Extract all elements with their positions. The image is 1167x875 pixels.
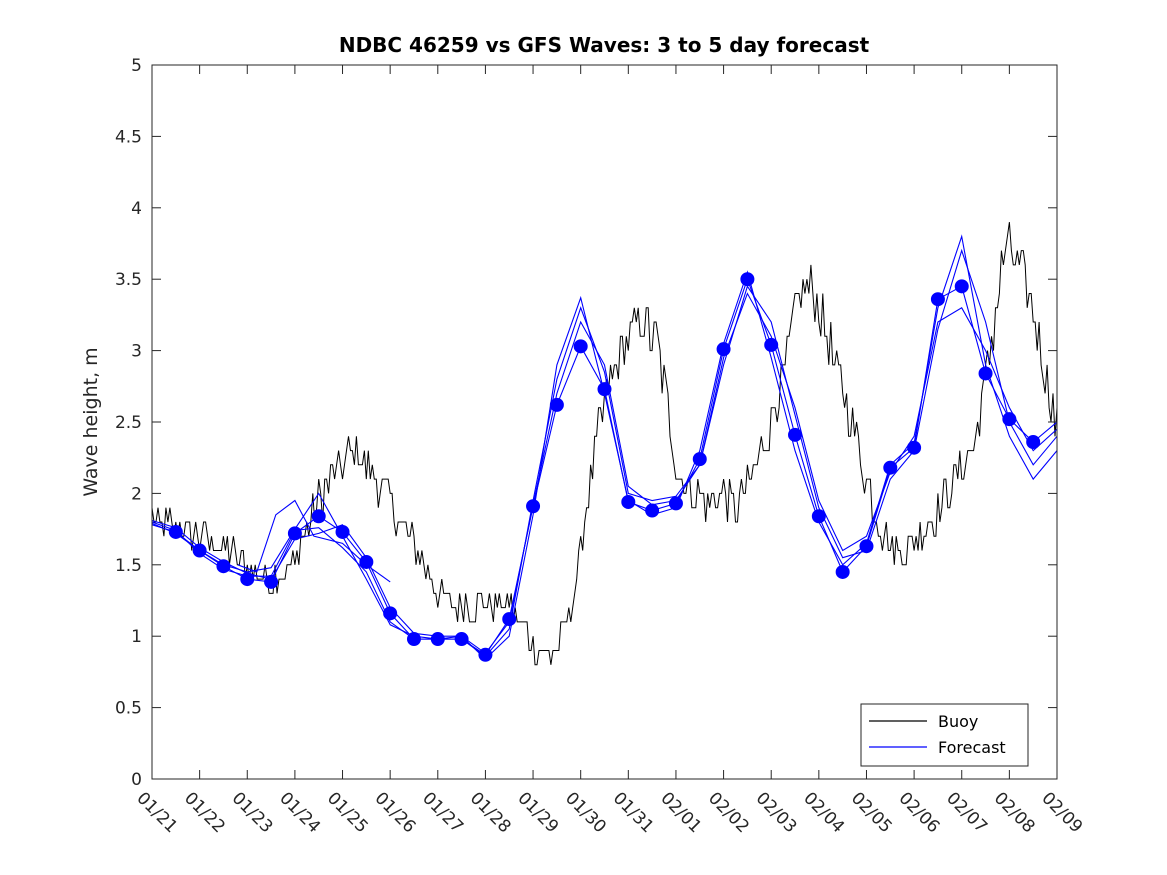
forecast-marker bbox=[788, 427, 803, 442]
forecast-marker bbox=[478, 647, 493, 662]
forecast-marker bbox=[430, 632, 445, 647]
forecast-marker bbox=[264, 574, 279, 589]
forecast-marker bbox=[764, 337, 779, 352]
legend-label-forecast: Forecast bbox=[938, 738, 1006, 757]
forecast-marker bbox=[883, 460, 898, 475]
forecast-marker bbox=[716, 342, 731, 357]
forecast-marker bbox=[645, 503, 660, 518]
forecast-marker bbox=[406, 632, 421, 647]
legend-label-buoy: Buoy bbox=[938, 712, 978, 731]
y-axis-label: Wave height, m bbox=[80, 347, 102, 496]
forecast-marker bbox=[835, 564, 850, 579]
plot-area bbox=[152, 222, 1057, 666]
y-tick-label: 0 bbox=[131, 770, 142, 790]
legend-box bbox=[860, 703, 1029, 767]
forecast-marker bbox=[1026, 434, 1041, 449]
forecast-marker bbox=[216, 559, 231, 574]
forecast-marker bbox=[621, 494, 636, 509]
forecast-marker bbox=[383, 606, 398, 621]
series-group bbox=[152, 222, 1057, 666]
forecast-marker bbox=[192, 543, 207, 558]
forecast-marker bbox=[668, 496, 683, 511]
forecast-marker bbox=[359, 554, 374, 569]
y-tick-label: 1.5 bbox=[115, 556, 142, 576]
forecast-marker bbox=[287, 526, 302, 541]
y-tick-label: 2 bbox=[131, 484, 142, 504]
forecast-marker bbox=[502, 612, 517, 627]
forecast-marker bbox=[573, 339, 588, 354]
y-tick-label: 4 bbox=[131, 199, 142, 219]
forecast-marker bbox=[859, 539, 874, 554]
y-tick-label: 5 bbox=[131, 56, 142, 76]
forecast-marker bbox=[240, 572, 255, 587]
forecast-marker bbox=[954, 279, 969, 294]
forecast-marker bbox=[811, 509, 826, 524]
y-tick-label: 3.5 bbox=[115, 270, 142, 290]
forecast-marker bbox=[311, 509, 326, 524]
legend: Buoy Forecast bbox=[860, 703, 1029, 767]
forecast-marker bbox=[335, 524, 350, 539]
forecast-marker bbox=[930, 292, 945, 307]
forecast-marker bbox=[526, 499, 541, 514]
forecast-marker bbox=[168, 524, 183, 539]
forecast-line-4 bbox=[152, 292, 1057, 655]
forecast-marker bbox=[907, 440, 922, 455]
y-tick-label: 4.5 bbox=[115, 127, 142, 147]
forecast-marker bbox=[978, 366, 993, 381]
forecast-marker bbox=[692, 452, 707, 467]
forecast-marker bbox=[740, 272, 755, 287]
y-tick-label: 0.5 bbox=[115, 699, 142, 719]
forecast-marker bbox=[597, 382, 612, 397]
forecast-marker bbox=[549, 397, 564, 412]
forecast-marker bbox=[454, 632, 469, 647]
y-tick-label: 3 bbox=[131, 342, 142, 362]
y-tick-label: 2.5 bbox=[115, 413, 142, 433]
chart-title: NDBC 46259 vs GFS Waves: 3 to 5 day fore… bbox=[339, 33, 870, 57]
forecast-marker bbox=[1002, 412, 1017, 427]
forecast-line-2 bbox=[152, 248, 1057, 657]
y-tick-label: 1 bbox=[131, 627, 142, 647]
